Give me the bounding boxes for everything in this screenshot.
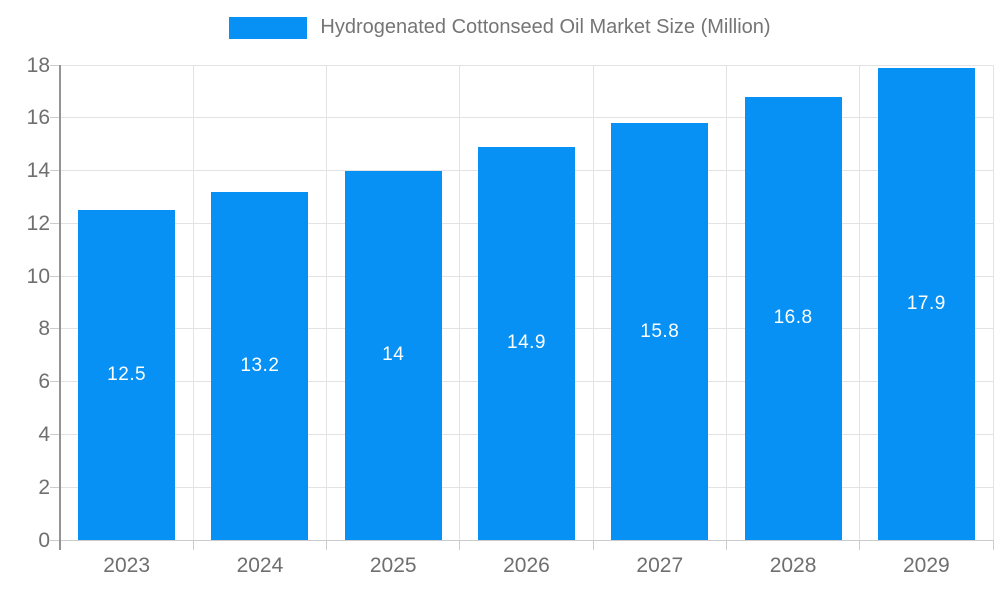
bar-value-label: 15.8 bbox=[640, 320, 680, 342]
y-axis-tick-label: 12 bbox=[26, 211, 50, 235]
x-axis-tick bbox=[459, 540, 461, 550]
y-axis-tick bbox=[50, 64, 59, 66]
y-axis-tick-label: 18 bbox=[26, 53, 50, 77]
bar-2024[interactable]: 13.2 bbox=[211, 191, 309, 540]
y-axis-tick bbox=[50, 486, 59, 488]
bar-value-label: 13.2 bbox=[240, 354, 280, 376]
x-axis-tick bbox=[592, 540, 594, 550]
v-gridline bbox=[725, 65, 727, 540]
y-axis-tick bbox=[50, 170, 59, 172]
bar-value-label: 14 bbox=[382, 344, 405, 366]
y-axis-tick bbox=[50, 117, 59, 119]
y-axis-tick bbox=[50, 381, 59, 383]
y-axis-tick-label: 8 bbox=[38, 317, 50, 341]
legend-swatch-icon bbox=[229, 16, 308, 39]
bar-2027[interactable]: 15.8 bbox=[611, 123, 709, 540]
x-axis-tick-label: 2025 bbox=[369, 554, 417, 577]
x-axis-tick bbox=[725, 540, 727, 550]
x-axis-tick-label: 2027 bbox=[636, 554, 684, 577]
y-axis-tick-label: 2 bbox=[38, 475, 50, 499]
v-gridline bbox=[859, 65, 861, 540]
bar-value-label: 14.9 bbox=[507, 332, 546, 354]
bar-2028[interactable]: 16.8 bbox=[744, 96, 842, 540]
v-gridline bbox=[459, 65, 461, 540]
y-axis-line bbox=[59, 65, 61, 550]
x-axis-tick-label: 2029 bbox=[902, 554, 950, 577]
y-axis-tick-label: 14 bbox=[26, 159, 50, 183]
bar-value-label: 12.5 bbox=[107, 364, 147, 386]
bar-2029[interactable]: 17.9 bbox=[877, 67, 975, 540]
y-axis-tick-label: 10 bbox=[26, 264, 50, 288]
x-axis-tick-label: 2028 bbox=[769, 554, 817, 577]
h-gridline bbox=[60, 64, 993, 66]
y-axis-tick bbox=[50, 539, 59, 541]
legend-label: Hydrogenated Cottonseed Oil Market Size … bbox=[320, 16, 771, 38]
v-gridline bbox=[192, 65, 194, 540]
x-axis-tick bbox=[859, 540, 861, 550]
y-axis-tick-label: 4 bbox=[38, 422, 50, 446]
bar-value-label: 17.9 bbox=[906, 292, 946, 314]
x-axis-tick bbox=[992, 540, 994, 550]
bar-2023[interactable]: 12.5 bbox=[78, 210, 176, 540]
bar-2025[interactable]: 14 bbox=[344, 170, 442, 540]
y-axis-tick bbox=[50, 222, 59, 224]
v-gridline bbox=[326, 65, 328, 540]
y-axis-tick-label: 0 bbox=[38, 528, 50, 552]
v-gridline bbox=[592, 65, 594, 540]
x-axis-tick bbox=[326, 540, 328, 550]
y-axis-tick bbox=[50, 275, 59, 277]
x-axis-tick-label: 2026 bbox=[503, 554, 550, 577]
x-axis-tick-label: 2024 bbox=[236, 554, 284, 577]
x-axis-tick-label: 2023 bbox=[103, 554, 150, 577]
bar-value-label: 16.8 bbox=[773, 307, 813, 329]
y-axis-tick bbox=[50, 328, 59, 330]
bar-2026[interactable]: 14.9 bbox=[478, 146, 575, 540]
plot-area: 0 2 4 6 8 10 12 14 16 18 12.5 2023 13.2 2024 14 2025 14.… bbox=[27, 55, 994, 577]
x-axis-line bbox=[60, 540, 993, 541]
x-axis-tick bbox=[192, 540, 194, 550]
v-gridline bbox=[992, 65, 994, 540]
y-axis-tick bbox=[50, 433, 59, 435]
legend[interactable]: Hydrogenated Cottonseed Oil Market Size … bbox=[0, 16, 1000, 39]
h-gridline bbox=[60, 117, 993, 119]
y-axis-tick-label: 6 bbox=[38, 370, 50, 394]
y-axis-tick-label: 16 bbox=[26, 106, 50, 130]
